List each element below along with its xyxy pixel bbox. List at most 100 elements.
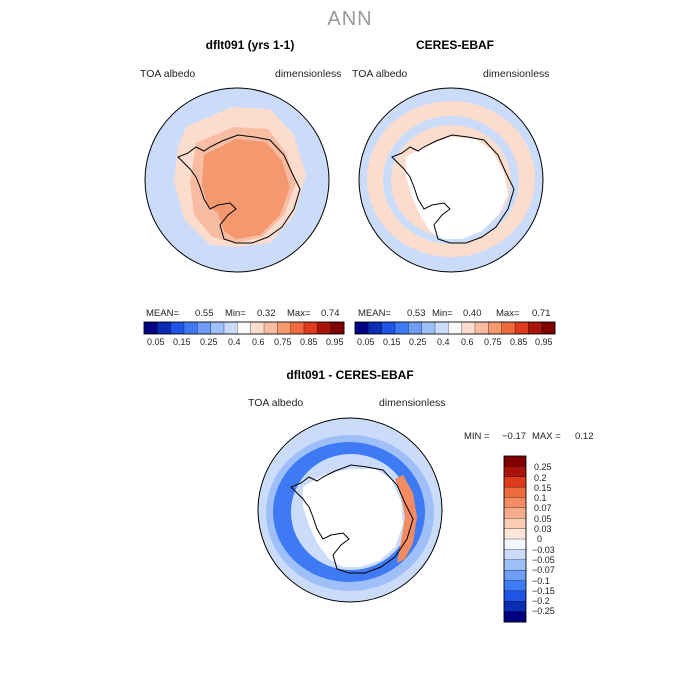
model-coastline (177, 134, 301, 244)
model-colorbar-swatch-3 (183, 321, 198, 335)
model-tick-4: 0.6 (252, 337, 265, 347)
obs-mean-label: MEAN= (358, 308, 391, 319)
model-colorbar-swatch-14 (330, 321, 345, 335)
diff-positive-coastal-band (395, 475, 417, 563)
obs-colorbar-swatch-5 (421, 321, 436, 335)
obs-colorbar-swatch-13 (528, 321, 543, 335)
obs-max-label: Max= (496, 308, 520, 319)
obs-colorbar-swatch-11 (501, 321, 516, 335)
obs-tick-4: 0.6 (461, 337, 474, 347)
obs-tick-0: 0.05 (357, 337, 375, 347)
obs-min-value: 0.40 (463, 308, 482, 319)
model-colorbar-swatch-5 (210, 321, 225, 335)
model-colorbar-swatch-7 (237, 321, 252, 335)
diff-tick-12: −0.15 (532, 586, 555, 596)
model-units-label: dimensionless (275, 68, 342, 80)
diff-colorbar-swatch-5 (503, 507, 527, 519)
obs-tick-1: 0.15 (383, 337, 401, 347)
model-tick-3: 0.4 (228, 337, 241, 347)
model-colorbar-swatch-6 (223, 321, 238, 335)
obs-tick-7: 0.95 (535, 337, 553, 347)
model-polar-map (144, 87, 330, 273)
model-max-label: Max= (287, 308, 311, 319)
obs-colorbar-swatch-7 (448, 321, 463, 335)
obs-colorbar-swatch-14 (541, 321, 556, 335)
obs-units-label: dimensionless (483, 68, 550, 80)
diff-colorbar-swatch-8 (503, 538, 527, 550)
model-colorbar-swatch-1 (157, 321, 172, 335)
obs-coastline (391, 134, 515, 244)
diff-tick-3: 0.1 (534, 493, 547, 503)
model-colorbar-swatch-10 (277, 321, 292, 335)
model-tick-5: 0.75 (274, 337, 292, 347)
obs-tick-5: 0.75 (484, 337, 502, 347)
obs-colorbar-swatch-0 (354, 321, 369, 335)
obs-missing-region (406, 137, 508, 239)
season-title: ANN (327, 8, 373, 30)
model-tick-1: 0.15 (173, 337, 191, 347)
obs-map-frame (358, 87, 544, 273)
obs-min-label: Min= (432, 308, 453, 319)
obs-field-label: TOA albedo (352, 68, 408, 80)
model-mean-label: MEAN= (146, 308, 179, 319)
diff-tick-0: 0.25 (534, 462, 552, 472)
diff-tick-8: −0.03 (532, 545, 555, 555)
diff-tick-7: 0 (537, 534, 543, 544)
model-colorbar (143, 321, 345, 335)
obs-colorbar-swatch-2 (381, 321, 396, 335)
diff-min-label: MIN = (464, 431, 490, 442)
diff-tick-1: 0.2 (534, 473, 547, 483)
model-panel-title: dflt091 (yrs 1-1) (205, 38, 295, 52)
model-map-frame (144, 87, 330, 273)
obs-colorbar-swatch-9 (474, 321, 489, 335)
diff-tick-4: 0.07 (534, 503, 552, 513)
model-continent-field (202, 139, 290, 239)
diff-colorbar-swatch-4 (503, 497, 527, 509)
model-tick-7: 0.95 (326, 337, 344, 347)
diff-panel-title: dflt091 - CERES-EBAF (286, 368, 414, 382)
obs-tick-6: 0.85 (510, 337, 528, 347)
diff-polar-map (257, 417, 443, 603)
obs-colorbar-swatch-1 (368, 321, 383, 335)
model-colorbar-swatch-8 (250, 321, 265, 335)
diff-max-value: 0.12 (575, 431, 594, 442)
obs-colorbar-swatch-10 (488, 321, 503, 335)
obs-mean-value: 0.53 (407, 308, 426, 319)
obs-max-value: 0.71 (532, 308, 551, 319)
diff-colorbar-swatch-0 (503, 455, 527, 467)
diff-colorbar-swatch-13 (503, 590, 527, 602)
diff-tick-13: −0.2 (532, 596, 550, 606)
diff-colorbar-swatch-9 (503, 549, 527, 561)
diff-tick-11: −0.1 (532, 576, 550, 586)
diff-colorbar-swatch-12 (503, 580, 527, 592)
obs-colorbar-swatch-6 (434, 321, 449, 335)
diff-tick-2: 0.15 (534, 483, 552, 493)
diff-colorbar-swatch-14 (503, 601, 527, 613)
diff-max-label: MAX = (532, 431, 561, 442)
diff-colorbar (503, 455, 527, 623)
model-colorbar-swatch-11 (290, 321, 305, 335)
obs-colorbar (354, 321, 556, 335)
model-min-label: Min= (225, 308, 246, 319)
model-max-value: 0.74 (321, 308, 340, 319)
diff-colorbar-swatch-6 (503, 518, 527, 530)
diff-map-frame (257, 417, 443, 603)
diff-tick-5: 0.05 (534, 514, 552, 524)
obs-tick-3: 0.4 (437, 337, 450, 347)
diff-units-label: dimensionless (379, 397, 446, 409)
model-colorbar-swatch-9 (263, 321, 278, 335)
obs-colorbar-swatch-12 (514, 321, 529, 335)
obs-panel-title: CERES-EBAF (415, 38, 494, 52)
diff-colorbar-swatch-15 (503, 611, 527, 623)
diff-tick-6: 0.03 (534, 524, 552, 534)
diff-colorbar-swatch-10 (503, 559, 527, 571)
diff-colorbar-swatch-2 (503, 476, 527, 488)
diff-tick-9: −0.05 (532, 555, 555, 565)
diff-coastline (290, 464, 414, 574)
obs-colorbar-swatch-4 (408, 321, 423, 335)
model-colorbar-swatch-0 (143, 321, 158, 335)
model-colorbar-swatch-13 (317, 321, 332, 335)
diff-colorbar-swatch-7 (503, 528, 527, 540)
model-colorbar-swatch-4 (197, 321, 212, 335)
diff-colorbar-swatch-3 (503, 486, 527, 498)
